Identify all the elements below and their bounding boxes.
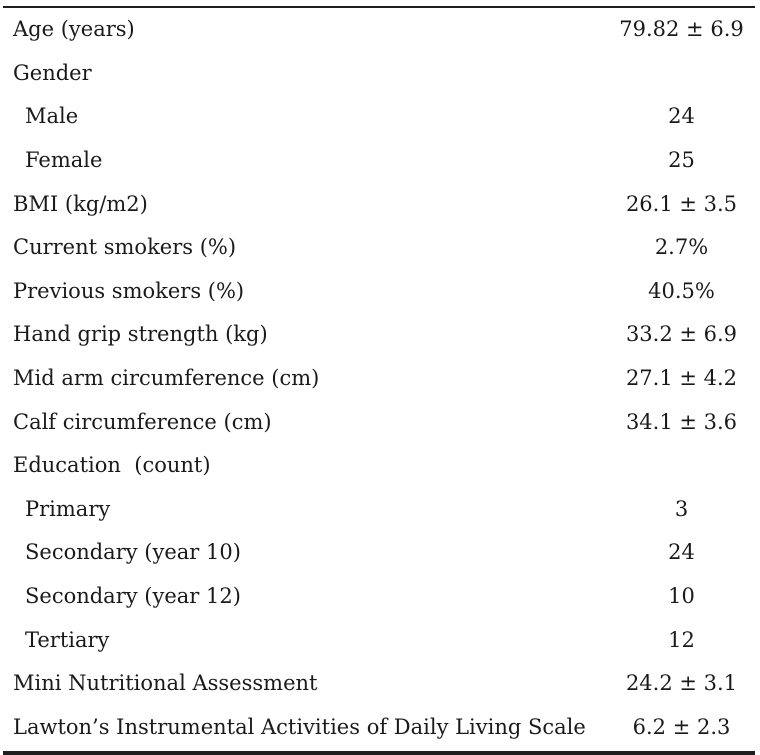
row-value: 2.7%	[654, 235, 709, 260]
row-value: 27.1 ± 4.2	[625, 366, 738, 391]
row-value: 40.5%	[648, 278, 715, 303]
row-label: Previous smokers (%)	[13, 278, 245, 303]
table-body: Age (years) 79.82 ± 6.9 Gender Male 24 F…	[3, 8, 760, 749]
table-top-rule	[3, 6, 755, 8]
table-row: Education (count)	[3, 444, 760, 488]
row-label: Mini Nutritional Assessment	[13, 671, 318, 696]
table-row: Female 25	[3, 139, 760, 183]
table-row: Calf circumference (cm) 34.1 ± 3.6	[3, 400, 760, 444]
row-value: 10	[668, 584, 695, 609]
row-value: 24.2 ± 3.1	[625, 671, 738, 696]
table-rows: Age (years) 79.82 ± 6.9 Gender Male 24 F…	[3, 8, 760, 749]
row-label: Male	[25, 104, 79, 129]
row-label: Calf circumference (cm)	[13, 409, 272, 434]
row-value: 33.2 ± 6.9	[625, 322, 738, 347]
characteristics-table: Age (years) 79.82 ± 6.9 Gender Male 24 F…	[3, 6, 755, 755]
table-row: Secondary (year 10) 24	[3, 531, 760, 575]
table-row: Tertiary 12	[3, 618, 760, 662]
table-row: Gender	[3, 52, 760, 96]
row-label: Tertiary	[25, 627, 110, 652]
row-value: 34.1 ± 3.6	[625, 409, 738, 434]
row-value: 24	[668, 540, 695, 565]
row-label: Secondary (year 10)	[25, 540, 241, 565]
table-row: Hand grip strength (kg) 33.2 ± 6.9	[3, 313, 760, 357]
table-row: Mid arm circumference (cm) 27.1 ± 4.2	[3, 357, 760, 401]
table-row: Previous smokers (%) 40.5%	[3, 270, 760, 314]
row-label: BMI (kg/m2)	[13, 191, 148, 216]
row-value: 24	[668, 104, 695, 129]
row-label: Hand grip strength (kg)	[13, 322, 268, 347]
table-row: Lawton’s Instrumental Activities of Dail…	[3, 706, 760, 750]
row-value	[598, 52, 760, 96]
table-row: Primary 3	[3, 488, 760, 532]
row-label: Lawton’s Instrumental Activities of Dail…	[13, 714, 586, 739]
table-row: BMI (kg/m2) 26.1 ± 3.5	[3, 182, 760, 226]
row-label: Mid arm circumference (cm)	[13, 366, 320, 391]
row-value	[598, 444, 760, 488]
row-value: 6.2 ± 2.3	[632, 714, 731, 739]
row-value: 12	[668, 627, 695, 652]
row-label: Current smokers (%)	[13, 235, 237, 260]
row-label: Primary	[25, 496, 111, 521]
row-value: 26.1 ± 3.5	[625, 191, 738, 216]
table-bottom-rule	[3, 751, 755, 755]
row-value: 79.82 ± 6.9	[619, 17, 744, 42]
table-row: Secondary (year 12) 10	[3, 575, 760, 619]
table-row: Current smokers (%) 2.7%	[3, 226, 760, 270]
row-label: Gender	[13, 60, 92, 85]
row-value: 25	[668, 148, 695, 173]
row-label: Age (years)	[13, 17, 135, 42]
table-row: Mini Nutritional Assessment 24.2 ± 3.1	[3, 662, 760, 706]
row-label: Female	[25, 148, 103, 173]
table-row: Male 24	[3, 95, 760, 139]
table-row: Age (years) 79.82 ± 6.9	[3, 8, 760, 52]
row-value: 3	[674, 496, 689, 521]
row-label: Education (count)	[13, 453, 211, 478]
row-label: Secondary (year 12)	[25, 584, 241, 609]
